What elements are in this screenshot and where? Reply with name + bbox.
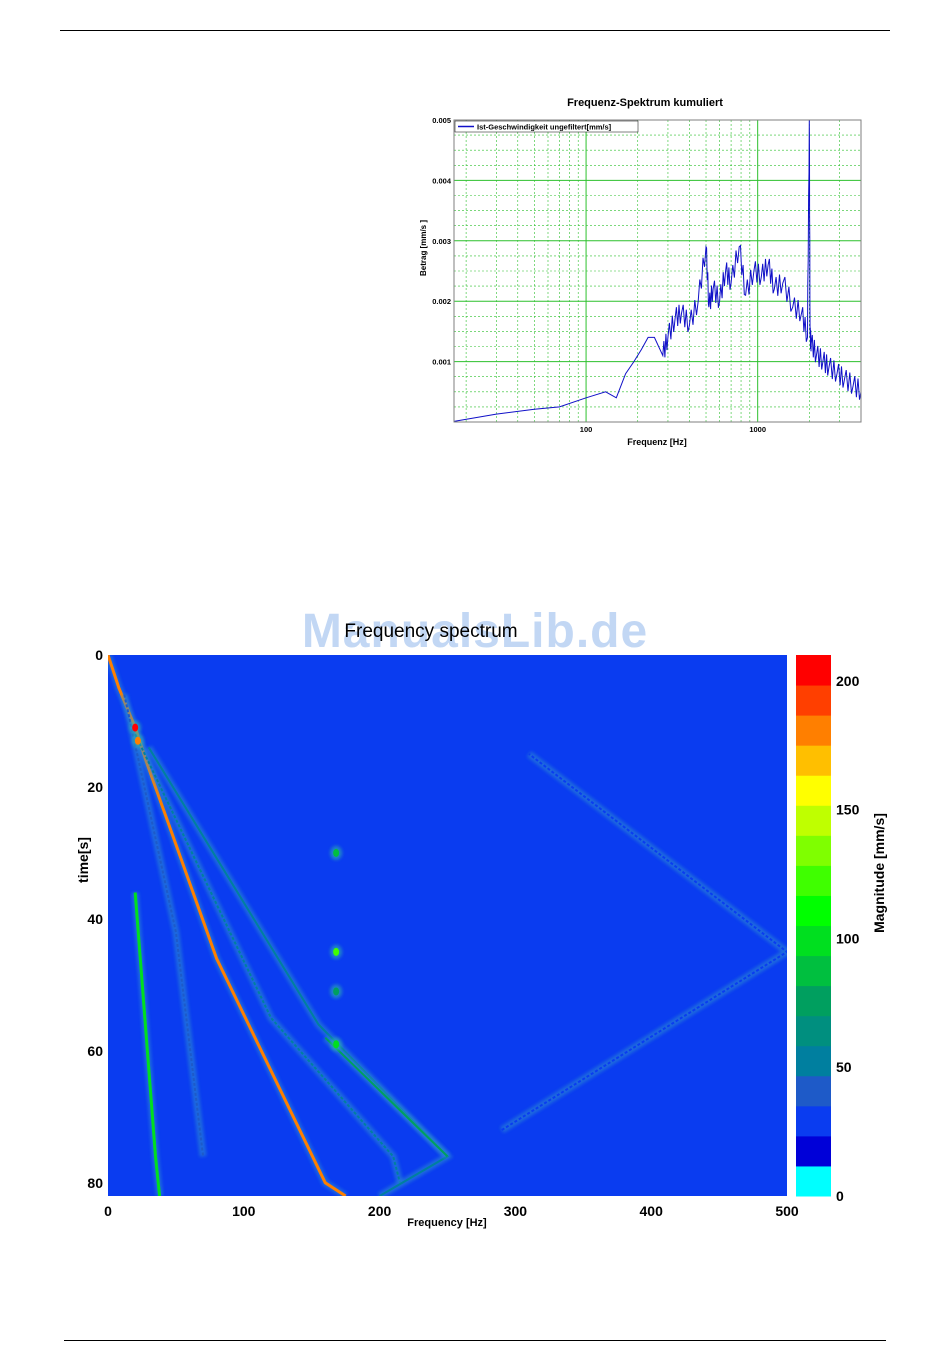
heatmap-plot-background <box>108 655 787 1196</box>
heatmap-x-tick-label: 100 <box>232 1203 256 1219</box>
heatmap-hotspot <box>333 848 340 857</box>
heatmap-ridge <box>134 733 401 1184</box>
spectrum-y-axis-label: Betrag [mm/s ] <box>419 220 428 276</box>
colorbar-segment <box>796 775 831 806</box>
spectrum-x-tick-label: 100 <box>580 425 593 434</box>
spectrum-y-tick-label: 0.002 <box>432 297 451 306</box>
colorbar-tick-label: 50 <box>836 1059 852 1075</box>
spectrum-y-tick-label: 0.001 <box>432 358 451 367</box>
heatmap-y-tick-label: 80 <box>87 1175 103 1191</box>
heatmap-hotspot <box>333 947 340 956</box>
spectrum-x-axis-label: Frequenz [Hz] <box>627 437 687 447</box>
colorbar-tick-label: 0 <box>836 1188 844 1204</box>
colorbar-segment <box>796 655 831 686</box>
heatmap-y-tick-label: 20 <box>87 779 103 795</box>
heatmap-ridge <box>133 892 162 1196</box>
spectrum-x-tick-label: 1000 <box>749 425 766 434</box>
spectrum-y-tick-label: 0.004 <box>432 176 452 185</box>
heatmap-y-tick-label: 40 <box>87 911 103 927</box>
colorbar-tick-label: 200 <box>836 673 860 689</box>
heatmap-ridge <box>501 753 787 1131</box>
colorbar-segment <box>796 1105 831 1137</box>
heatmap-y-tick-label: 60 <box>87 1043 103 1059</box>
spectrum-chart-title: Frequenz-Spektrum kumuliert <box>567 97 723 109</box>
heatmap-ridge <box>324 1036 449 1158</box>
heatmap-hotspot <box>132 723 139 732</box>
colorbar-segment <box>796 715 831 746</box>
heatmap-x-tick-label: 0 <box>104 1203 112 1219</box>
colorbar-segment <box>796 895 831 926</box>
colorbar-segment <box>796 745 831 776</box>
heatmap-hotspot <box>134 736 141 745</box>
legend-box <box>454 120 639 133</box>
heatmap-x-axis-label: Frequency [Hz] <box>407 1217 487 1229</box>
bottom-divider-line <box>64 1340 886 1341</box>
spectrum-plot-area <box>454 120 861 422</box>
colorbar-segment <box>796 865 831 896</box>
spectrum-y-tick-label: 0.003 <box>432 237 451 246</box>
magnitude-colorbar: 0 50 100 150 200 <box>796 655 860 1204</box>
colorbar-segment <box>796 955 831 987</box>
colorbar-segment <box>796 985 831 1017</box>
heatmap-y-tick-label: 0 <box>95 647 103 663</box>
heatmap-x-tick-label: 400 <box>640 1203 664 1219</box>
heatmap-x-tick-label: 200 <box>368 1203 392 1219</box>
colorbar-label: Magnitude [mm/s] <box>871 813 887 933</box>
colorbar-segment <box>796 925 831 957</box>
heatmap-hotspot <box>333 1040 340 1049</box>
heatmap-x-tick-label: 300 <box>504 1203 528 1219</box>
cumulative-spectrum-chart: Frequenz-Spektrum kumuliert 100 1000 0.001… <box>419 97 862 447</box>
colorbar-segment <box>796 805 831 836</box>
spectrum-y-tick-label: 0.005 <box>432 116 451 125</box>
colorbar-segment <box>796 685 831 716</box>
colorbar-tick-label: 100 <box>836 930 860 946</box>
spectrum-legend: Ist-Geschwindigkeit ungefiltert[mm/s] <box>454 120 639 133</box>
spectrum-series-line <box>453 119 862 422</box>
top-divider-line <box>60 30 890 31</box>
colorbar-segment <box>796 1165 831 1197</box>
spectrum-tick-labels: 100 1000 0.001 0.002 0.003 0.004 0.005 <box>432 116 766 434</box>
heatmap-title: Frequency spectrum <box>344 621 517 642</box>
heatmap-hotspot <box>333 987 340 996</box>
colorbar-segment <box>796 835 831 866</box>
time-frequency-heatmap-chart: Frequency spectrum 0 100 200 300 400 50002040… <box>75 621 887 1229</box>
colorbar-segment <box>796 1015 831 1047</box>
heatmap-ridges <box>108 655 787 1196</box>
legend-series-label: Ist-Geschwindigkeit ungefiltert[mm/s] <box>477 123 612 132</box>
spectrum-plot-frame <box>453 119 862 423</box>
heatmap-x-tick-label: 500 <box>775 1203 799 1219</box>
heatmap-tick-labels: 0 100 200 300 400 500 0 20 40 60 80 <box>87 647 798 1219</box>
heatmap-ridge <box>123 694 205 1157</box>
colorbar-segment <box>796 1135 831 1167</box>
heatmap-y-axis-label: time[s] <box>75 837 91 883</box>
colorbar-segment <box>796 1045 831 1077</box>
colorbar-tick-label: 150 <box>836 802 860 818</box>
colorbar-segment <box>796 1075 831 1107</box>
